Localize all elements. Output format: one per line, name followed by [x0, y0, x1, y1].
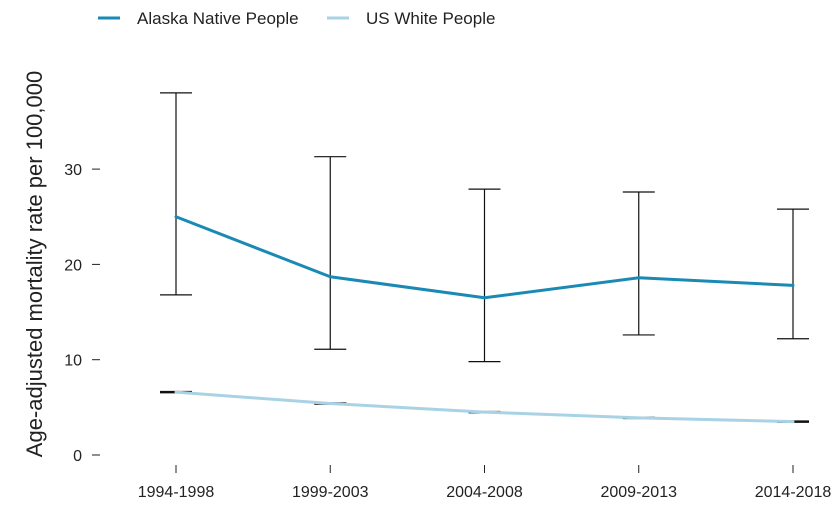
y-axis: 0 10 20 30 [64, 162, 100, 465]
legend-label-us-white: US White People [366, 9, 495, 28]
x-tick-label: 2014-2018 [755, 484, 832, 501]
series-line-us-white [175, 390, 794, 424]
y-tick-label: 10 [64, 353, 82, 370]
error-bar-alaska-native [468, 188, 501, 363]
error-bar-alaska-native [160, 92, 192, 296]
legend: Alaska Native People US White People [98, 9, 495, 28]
x-tick-label: 1994-1998 [138, 484, 215, 501]
error-bar-alaska-native [777, 208, 809, 340]
error-bar-alaska-native [314, 156, 347, 350]
data-point-alaska-native [791, 283, 795, 287]
data-point-us-white [174, 390, 178, 394]
x-tick-label: 2009-2013 [600, 484, 677, 501]
series-layer [160, 92, 809, 424]
data-point-us-white [637, 416, 641, 420]
data-point-alaska-native [483, 296, 486, 300]
data-point-alaska-native [174, 215, 178, 219]
legend-label-alaska-native: Alaska Native People [137, 9, 299, 28]
data-point-alaska-native [637, 276, 641, 280]
y-tick-label: 0 [73, 448, 82, 465]
data-point-us-white [483, 410, 486, 414]
x-tick-label: 2004-2008 [446, 484, 523, 501]
x-axis: 1994-1998 1999-2003 2004-2008 2009-2013 2014… [138, 465, 832, 501]
error-bar-alaska-native [622, 191, 655, 336]
x-tick-label: 1999-2003 [292, 484, 369, 501]
data-point-alaska-native [328, 275, 332, 279]
y-tick-label: 20 [64, 257, 82, 274]
y-axis-title: Age-adjusted mortality rate per 100,000 [22, 71, 47, 457]
data-point-us-white [328, 402, 332, 406]
y-tick-label: 30 [64, 162, 82, 179]
data-point-us-white [791, 420, 795, 424]
